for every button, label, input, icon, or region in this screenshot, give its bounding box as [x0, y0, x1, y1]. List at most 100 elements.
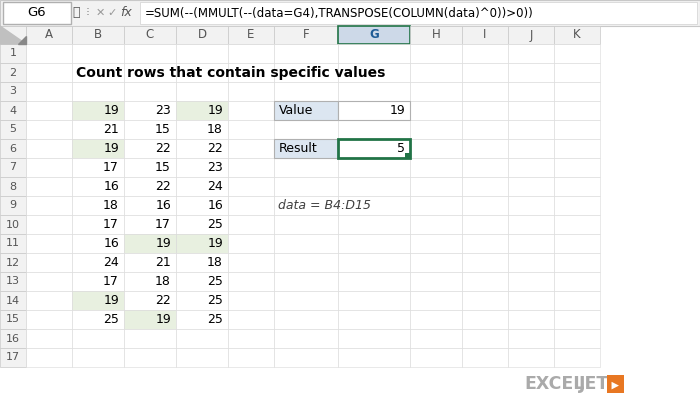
Text: 24: 24: [104, 256, 119, 269]
Bar: [228, 158, 274, 177]
Text: 22: 22: [207, 142, 223, 155]
Bar: [176, 234, 228, 253]
Bar: [338, 44, 410, 63]
Bar: [274, 329, 338, 348]
Bar: [554, 234, 600, 253]
Bar: [462, 139, 508, 158]
Bar: [554, 329, 600, 348]
Bar: [462, 196, 508, 215]
Bar: [124, 139, 176, 158]
Bar: [124, 101, 176, 120]
Bar: [124, 253, 176, 272]
Text: ⁝: ⁝: [86, 6, 90, 20]
Bar: [462, 348, 508, 367]
Bar: [508, 26, 554, 44]
Text: C: C: [146, 28, 154, 42]
Text: 19: 19: [104, 104, 119, 117]
Text: 21: 21: [155, 256, 171, 269]
Text: 19: 19: [104, 294, 119, 307]
Text: Result: Result: [279, 142, 318, 155]
Bar: [26, 310, 72, 329]
Bar: [462, 158, 508, 177]
Polygon shape: [18, 36, 26, 44]
Text: 18: 18: [207, 256, 223, 269]
Bar: [72, 253, 124, 272]
Bar: [274, 120, 338, 139]
Bar: [274, 158, 338, 177]
Bar: [228, 177, 274, 196]
Bar: [274, 139, 338, 158]
Text: H: H: [432, 28, 440, 42]
Text: G: G: [369, 28, 379, 42]
Bar: [462, 44, 508, 63]
Bar: [26, 348, 72, 367]
Bar: [176, 310, 228, 329]
Bar: [228, 120, 274, 139]
Bar: [554, 82, 600, 101]
Bar: [228, 253, 274, 272]
Text: 10: 10: [6, 220, 20, 230]
Text: 25: 25: [207, 218, 223, 231]
Bar: [462, 101, 508, 120]
Bar: [124, 291, 176, 310]
Bar: [462, 253, 508, 272]
Bar: [228, 348, 274, 367]
Bar: [124, 234, 176, 253]
Bar: [176, 253, 228, 272]
Bar: [554, 26, 600, 44]
Bar: [0, 44, 26, 63]
Bar: [124, 82, 176, 101]
Bar: [274, 196, 338, 215]
Bar: [338, 310, 410, 329]
Bar: [72, 158, 124, 177]
Text: 19: 19: [207, 237, 223, 250]
Bar: [26, 177, 72, 196]
Bar: [0, 348, 26, 367]
Bar: [508, 177, 554, 196]
Bar: [274, 63, 338, 82]
Bar: [228, 234, 274, 253]
Text: 17: 17: [103, 161, 119, 174]
Text: 22: 22: [155, 180, 171, 193]
Bar: [554, 253, 600, 272]
Bar: [0, 310, 26, 329]
Bar: [508, 234, 554, 253]
Bar: [554, 291, 600, 310]
Bar: [124, 329, 176, 348]
Bar: [405, 153, 410, 158]
Bar: [72, 26, 124, 44]
Bar: [462, 291, 508, 310]
Text: 18: 18: [207, 123, 223, 136]
Bar: [274, 139, 338, 158]
Bar: [338, 26, 410, 44]
Bar: [176, 139, 228, 158]
Bar: [410, 215, 462, 234]
Text: 13: 13: [6, 276, 20, 286]
Polygon shape: [0, 26, 26, 44]
Text: F: F: [302, 28, 309, 42]
Bar: [554, 196, 600, 215]
Bar: [124, 44, 176, 63]
Bar: [274, 101, 338, 120]
Bar: [508, 196, 554, 215]
Bar: [274, 82, 338, 101]
Bar: [176, 120, 228, 139]
Bar: [176, 291, 228, 310]
Bar: [410, 44, 462, 63]
Bar: [338, 291, 410, 310]
Bar: [0, 329, 26, 348]
Text: 25: 25: [103, 313, 119, 326]
Bar: [176, 215, 228, 234]
Bar: [72, 196, 124, 215]
Bar: [410, 348, 462, 367]
Text: 5: 5: [10, 124, 17, 134]
Bar: [410, 253, 462, 272]
Bar: [124, 348, 176, 367]
Text: 25: 25: [207, 294, 223, 307]
Bar: [410, 63, 462, 82]
Text: 4: 4: [9, 106, 17, 116]
Text: 19: 19: [207, 104, 223, 117]
Bar: [0, 158, 26, 177]
Bar: [124, 63, 176, 82]
Bar: [72, 329, 124, 348]
